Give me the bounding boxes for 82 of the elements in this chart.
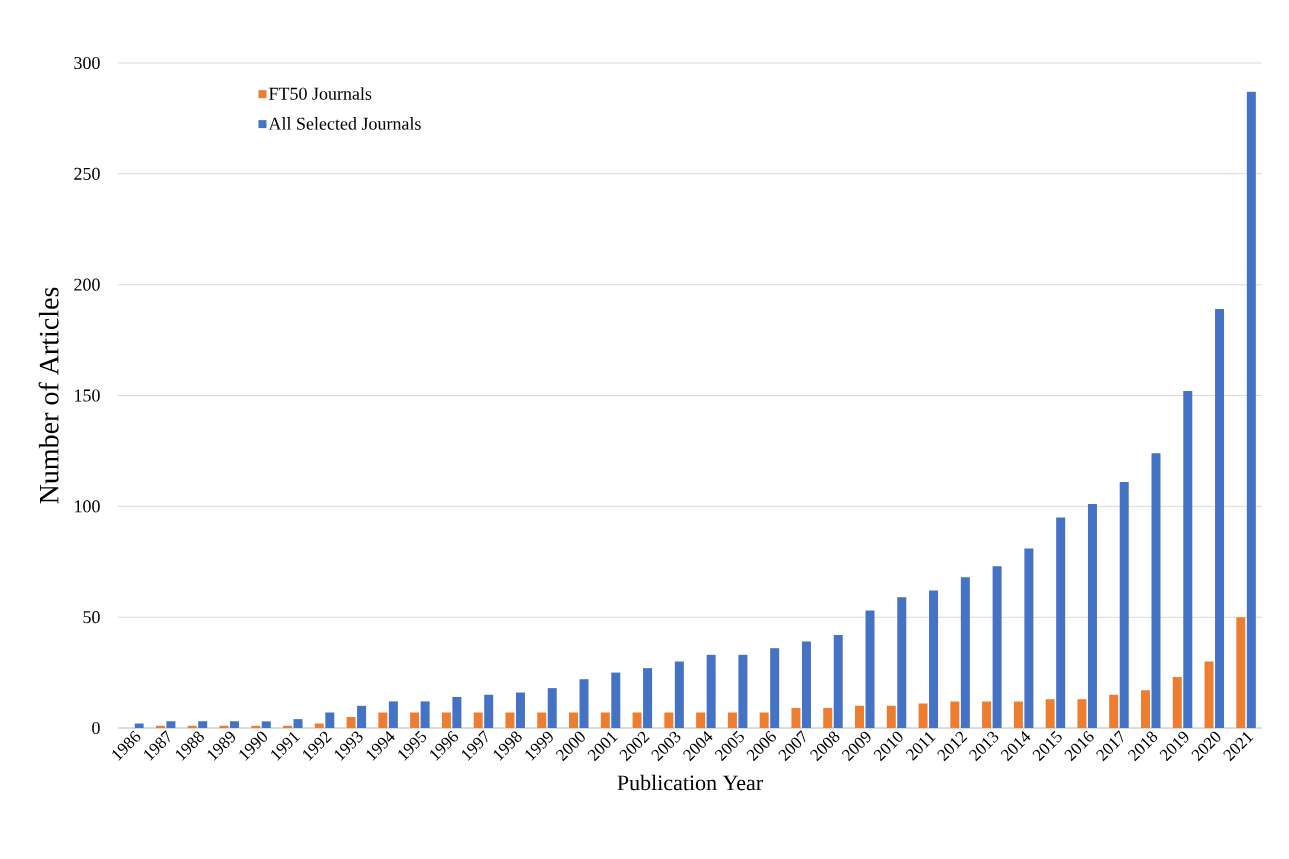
y-tick-label: 150	[75, 389, 100, 402]
bar	[1045, 699, 1055, 728]
bar	[547, 688, 557, 728]
bar	[505, 712, 515, 728]
bar	[325, 712, 335, 728]
y-tick-label: 100	[75, 500, 100, 513]
bar	[897, 597, 907, 728]
bar	[1087, 504, 1097, 728]
bar	[187, 725, 197, 728]
y-tick-label: 200	[74, 278, 100, 291]
bar	[664, 712, 674, 728]
bar	[600, 712, 610, 728]
bar	[1077, 699, 1087, 728]
bar	[579, 679, 589, 728]
bar	[950, 701, 960, 728]
bar	[166, 721, 176, 728]
bar	[515, 692, 525, 728]
bar	[833, 634, 843, 728]
bar	[1141, 690, 1150, 728]
bar	[537, 712, 547, 728]
bar	[420, 701, 430, 728]
bar	[886, 705, 896, 728]
bar	[251, 725, 261, 728]
bar	[823, 708, 833, 728]
x-axis-title: Publication Year	[617, 774, 763, 791]
bar	[198, 721, 208, 728]
bar	[738, 654, 748, 728]
bar	[855, 705, 865, 728]
bar	[706, 654, 716, 728]
bar	[155, 725, 165, 728]
bar	[1151, 453, 1161, 728]
bar	[1172, 677, 1182, 728]
bar	[219, 725, 229, 728]
bar	[441, 712, 451, 728]
bar	[452, 696, 462, 728]
bar	[1236, 617, 1246, 728]
bar	[388, 701, 398, 728]
bar	[727, 712, 737, 728]
legend-label: FT50 Journals	[268, 87, 372, 100]
bar	[378, 712, 388, 728]
bar	[643, 668, 653, 728]
bar	[982, 701, 992, 728]
bar	[1013, 701, 1023, 728]
bar	[1246, 91, 1256, 728]
bar	[229, 721, 239, 728]
y-tick-label: 300	[74, 56, 100, 70]
legend-label: All Selected Journals	[268, 117, 421, 130]
bar	[346, 716, 356, 728]
bar	[865, 610, 875, 728]
bar	[674, 661, 684, 728]
bar	[1024, 548, 1034, 728]
bar	[918, 703, 928, 728]
bar	[569, 712, 579, 728]
y-tick-label: 250	[74, 167, 100, 180]
bar	[791, 708, 801, 728]
bar	[770, 648, 780, 728]
bar	[696, 712, 706, 728]
y-axis-title: Number of Articles	[38, 287, 59, 504]
bar	[1183, 391, 1193, 728]
bar	[134, 723, 144, 728]
bar	[801, 641, 811, 728]
bar	[759, 712, 769, 728]
bar	[357, 705, 367, 728]
bar	[261, 721, 271, 728]
bar	[992, 566, 1002, 728]
bar	[473, 712, 483, 728]
bar	[960, 577, 970, 728]
bar	[293, 719, 303, 728]
bar	[1109, 694, 1119, 728]
bar	[1056, 517, 1066, 728]
bar	[484, 694, 494, 728]
bar	[1204, 661, 1214, 728]
bar	[632, 712, 642, 728]
bar	[314, 723, 324, 728]
bar	[929, 590, 939, 728]
bar	[283, 725, 293, 728]
bar	[1215, 309, 1225, 728]
y-tick-label: 50	[83, 611, 100, 624]
y-tick-label: 0	[92, 721, 100, 735]
bar	[410, 712, 420, 728]
bar	[611, 672, 621, 728]
bar	[1119, 481, 1129, 728]
